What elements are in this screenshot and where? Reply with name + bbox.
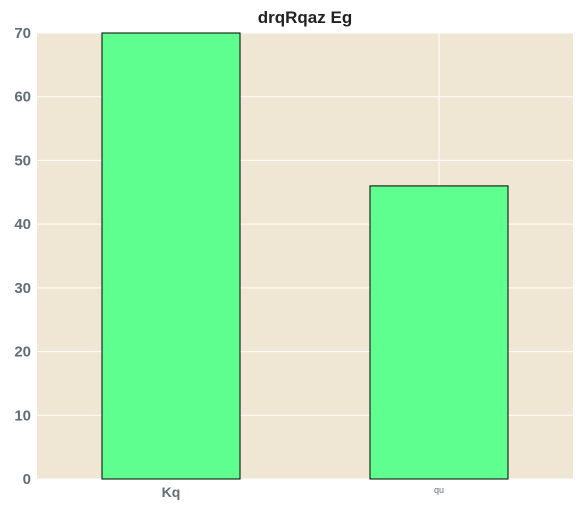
x-tick-label: qu (434, 485, 444, 495)
bars (101, 32, 509, 480)
y-tick-label: 50 (14, 152, 31, 169)
y-axis-ticks: 0 10 20 30 40 50 60 70 (14, 25, 31, 488)
chart-title: drqRqaz Eg (258, 8, 352, 27)
y-tick-label: 60 (14, 89, 31, 106)
y-tick-label: 20 (14, 344, 31, 361)
x-axis-ticks: Kq qu (162, 484, 444, 500)
y-tick-label: 0 (23, 471, 31, 488)
bar-qu (369, 185, 509, 480)
y-tick-label: 30 (14, 280, 31, 297)
x-tick-label: Kq (162, 484, 181, 500)
y-tick-label: 10 (14, 407, 31, 424)
bar-Kq (101, 32, 241, 480)
y-tick-label: 40 (14, 216, 31, 233)
y-tick-label: 70 (14, 25, 31, 42)
